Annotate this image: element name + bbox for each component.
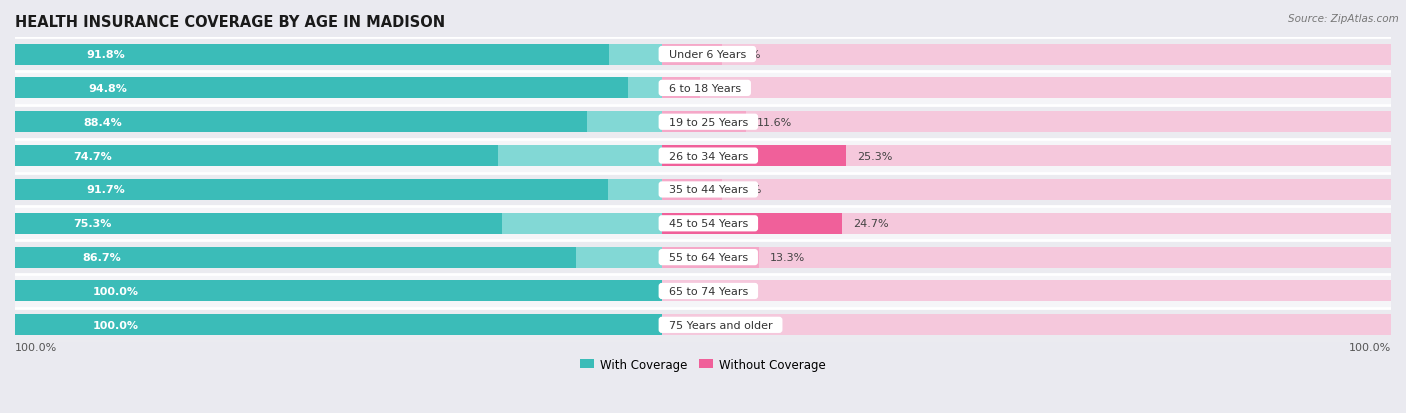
Legend: With Coverage, Without Coverage: With Coverage, Without Coverage [575,353,831,375]
Bar [662,78,700,99]
Text: Under 6 Years: Under 6 Years [662,50,754,60]
Bar [15,45,662,65]
Bar [15,78,628,99]
Bar [15,281,662,302]
Text: Source: ZipAtlas.com: Source: ZipAtlas.com [1288,14,1399,24]
Text: 0.0%: 0.0% [702,286,730,296]
Text: 88.4%: 88.4% [83,117,122,128]
Bar [662,146,846,167]
Bar [15,207,1391,241]
Text: 13.3%: 13.3% [769,252,806,263]
Bar [15,308,1391,342]
Bar [15,112,662,133]
Text: 100.0%: 100.0% [93,320,139,330]
Text: 75.3%: 75.3% [73,219,112,229]
Bar [662,247,759,268]
Text: 11.6%: 11.6% [758,117,793,128]
Text: 75 Years and older: 75 Years and older [662,320,779,330]
Text: 25.3%: 25.3% [858,151,893,161]
Bar [15,213,502,234]
Text: 0.0%: 0.0% [702,320,730,330]
Bar [662,281,1391,302]
Bar [662,45,721,65]
Bar [15,281,662,302]
Bar [15,315,662,335]
Text: 100.0%: 100.0% [1348,343,1391,353]
Bar [662,247,1391,268]
Bar [15,139,1391,173]
Bar [662,315,1391,335]
Text: HEALTH INSURANCE COVERAGE BY AGE IN MADISON: HEALTH INSURANCE COVERAGE BY AGE IN MADI… [15,15,446,30]
Bar [15,247,662,268]
Text: 86.7%: 86.7% [83,252,121,263]
Bar [15,180,607,200]
Text: 91.7%: 91.7% [86,185,125,195]
Bar [662,180,1391,200]
Text: 45 to 54 Years: 45 to 54 Years [662,219,755,229]
Bar [15,173,1391,207]
Bar [15,213,662,234]
Bar [15,146,662,167]
Bar [15,247,575,268]
Bar [15,45,609,65]
Text: 24.7%: 24.7% [853,219,889,229]
Bar [662,146,1391,167]
Text: 8.2%: 8.2% [733,50,761,60]
Bar [15,78,662,99]
Bar [15,274,1391,308]
Text: 91.8%: 91.8% [86,50,125,60]
Text: 100.0%: 100.0% [93,286,139,296]
Text: 8.3%: 8.3% [734,185,762,195]
Text: 74.7%: 74.7% [73,151,111,161]
Bar [15,315,662,335]
Text: 5.2%: 5.2% [710,84,740,94]
Text: 55 to 64 Years: 55 to 64 Years [662,252,755,263]
Text: 100.0%: 100.0% [15,343,58,353]
Text: 6 to 18 Years: 6 to 18 Years [662,84,748,94]
Bar [662,45,1391,65]
Bar [662,213,842,234]
Text: 26 to 34 Years: 26 to 34 Years [662,151,755,161]
Bar [15,146,498,167]
Text: 19 to 25 Years: 19 to 25 Years [662,117,755,128]
Bar [662,180,723,200]
Bar [15,241,1391,274]
Bar [662,78,1391,99]
Bar [15,112,586,133]
Bar [662,213,1391,234]
Text: 94.8%: 94.8% [89,84,128,94]
Text: 35 to 44 Years: 35 to 44 Years [662,185,755,195]
Bar [15,106,1391,139]
Bar [15,180,662,200]
Text: 65 to 74 Years: 65 to 74 Years [662,286,755,296]
Bar [15,38,1391,72]
Bar [662,112,747,133]
Bar [15,72,1391,106]
Bar [662,112,1391,133]
